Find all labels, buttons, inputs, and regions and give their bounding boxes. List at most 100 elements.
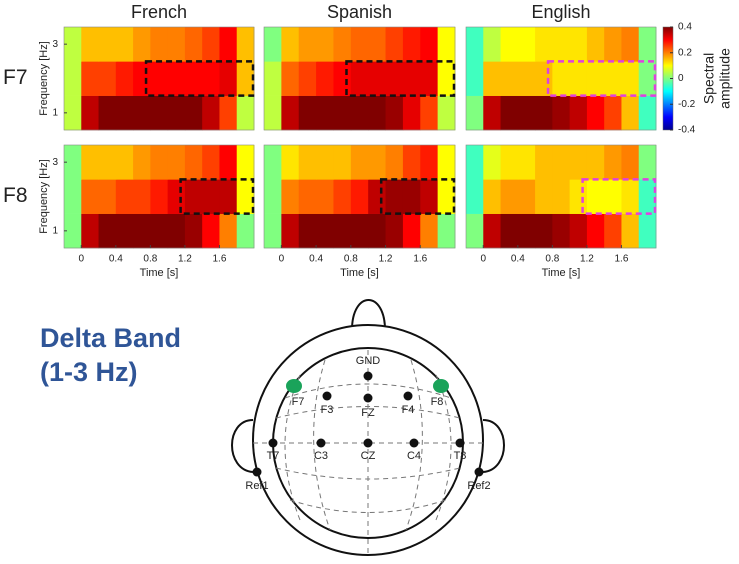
heat-cell xyxy=(236,145,255,180)
heat-cell xyxy=(133,145,151,180)
heat-cell xyxy=(64,145,82,180)
heat-cell xyxy=(535,145,553,180)
heat-cell xyxy=(333,145,352,180)
heat-cell xyxy=(420,61,439,96)
x-tick-label: 0.8 xyxy=(344,254,358,265)
heat-cell xyxy=(420,95,439,131)
heat-cell xyxy=(298,213,317,249)
x-tick-label: 0.4 xyxy=(109,254,123,265)
heat-cell xyxy=(420,179,439,214)
electrode xyxy=(363,371,373,381)
heat-cell xyxy=(202,145,220,180)
heat-cell xyxy=(333,95,352,131)
heat-cell xyxy=(298,179,317,214)
heat-cell xyxy=(466,61,484,96)
heat-cell xyxy=(281,61,300,96)
heat-cell xyxy=(184,213,203,249)
heat-cell xyxy=(621,179,640,214)
heat-cell xyxy=(64,213,82,249)
heat-cell xyxy=(202,213,220,249)
heat-cell xyxy=(202,27,220,62)
heat-cell xyxy=(236,179,255,214)
heat-cell xyxy=(604,95,622,131)
heat-cell xyxy=(552,61,571,96)
column-title: French xyxy=(131,2,187,22)
column-title: Spanish xyxy=(327,2,392,22)
heat-cell xyxy=(316,61,334,96)
heat-cell xyxy=(133,213,151,249)
heat-cell xyxy=(604,27,622,62)
nose xyxy=(351,299,386,331)
electrode-label: T8 xyxy=(454,450,467,462)
heat-cell xyxy=(500,27,519,62)
heat-cell xyxy=(402,213,421,249)
heat-cell xyxy=(638,145,657,180)
heat-cell xyxy=(552,95,571,131)
heat-cell xyxy=(569,27,588,62)
heat-cell xyxy=(281,179,300,214)
row-label: F8 xyxy=(3,184,28,207)
heat-cell xyxy=(64,61,82,96)
heat-cell xyxy=(569,213,588,249)
head-diagram: Delta Band (1-3 Hz) GND F7 F3 FZ F4 F8 T7 C3 CZ C… xyxy=(40,299,505,556)
heat-cell xyxy=(437,179,456,214)
heat-cell xyxy=(368,95,387,131)
heat-cell xyxy=(569,95,588,131)
heat-cell xyxy=(385,27,404,62)
heat-cell xyxy=(350,213,369,249)
heat-cell xyxy=(298,95,317,131)
heat-cell xyxy=(368,61,387,96)
heat-cell xyxy=(333,27,352,62)
heat-cell xyxy=(552,179,571,214)
heat-cell xyxy=(535,213,553,249)
heat-cell xyxy=(167,95,186,131)
heat-cell xyxy=(368,179,387,214)
highlight-box xyxy=(144,60,255,97)
right-ear xyxy=(482,419,505,473)
heat-cell xyxy=(264,27,282,62)
electrode xyxy=(403,391,413,401)
heat-cell xyxy=(552,27,571,62)
highlight-box xyxy=(179,178,255,215)
heat-cell xyxy=(98,95,117,131)
heat-cell xyxy=(202,95,220,131)
band-title: (1-3 Hz) xyxy=(40,357,138,387)
heat-cell xyxy=(402,27,421,62)
heat-cell xyxy=(98,61,117,96)
electrode xyxy=(268,438,278,448)
heat-cell xyxy=(184,95,203,131)
electrode-label: C3 xyxy=(314,450,328,462)
heat-cell xyxy=(81,27,100,62)
heat-cell xyxy=(219,145,238,180)
heat-cell xyxy=(552,213,571,249)
heat-cell xyxy=(368,213,387,249)
colorbar-tick-label: -0.2 xyxy=(678,99,696,110)
colorbar-tick-label: -0.4 xyxy=(678,125,696,136)
heat-cell xyxy=(115,145,134,180)
electrode-label: F4 xyxy=(402,404,415,416)
y-axis-label: Frequency [Hz] xyxy=(38,159,50,234)
heat-cell xyxy=(604,179,622,214)
electrode xyxy=(455,438,465,448)
grid-line xyxy=(313,359,331,531)
x-axis-label: Time [s] xyxy=(340,267,379,279)
heat-cell xyxy=(437,95,456,131)
heat-cell xyxy=(517,61,536,96)
x-tick-label: 0.4 xyxy=(309,254,323,265)
heat-cell xyxy=(264,179,282,214)
electrode xyxy=(252,467,262,477)
heat-cell xyxy=(437,61,456,96)
heat-cell xyxy=(437,213,456,249)
heat-cell xyxy=(500,145,519,180)
electrode-label: CZ xyxy=(361,450,376,462)
heat-cell xyxy=(402,179,421,214)
heat-cell xyxy=(133,27,151,62)
y-tick-label: 1 xyxy=(52,225,58,236)
heat-cell xyxy=(150,145,169,180)
grid-line xyxy=(289,499,447,513)
electrode-label: F3 xyxy=(321,404,334,416)
heat-cell xyxy=(115,61,134,96)
left-ear xyxy=(231,419,254,473)
heat-cell xyxy=(500,213,519,249)
heat-cell xyxy=(535,179,553,214)
